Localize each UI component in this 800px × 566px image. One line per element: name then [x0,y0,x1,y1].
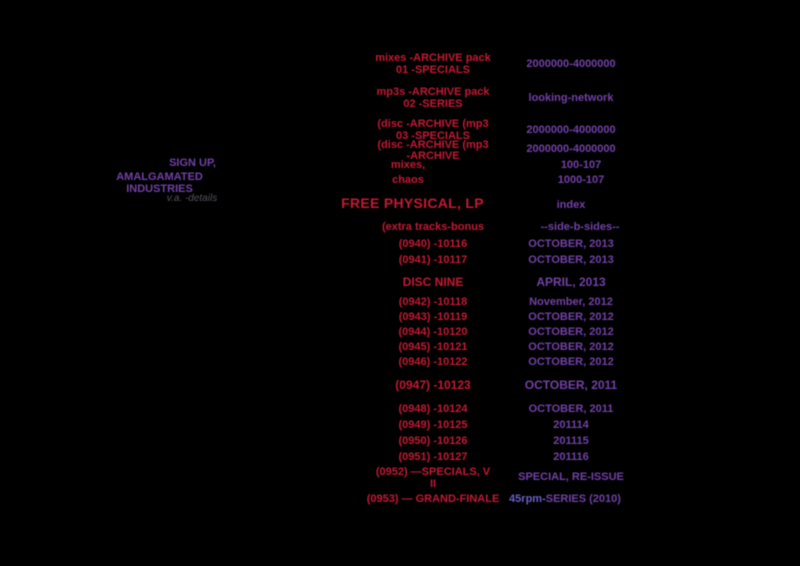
release-catalog-link[interactable]: (0946) -10122 [398,356,468,368]
divider-left-link[interactable]: (extra tracks-bonus [381,221,485,233]
top-entry-title[interactable]: mp3s -ARCHIVE pack [376,86,490,98]
mini-row-label[interactable]: mixes, [390,159,426,171]
sidebar-signup-link[interactable]: SIGN UP, [169,157,216,169]
mini-row-value[interactable]: 100-107 [560,159,602,171]
release-catalog-link[interactable]: (0950) -10126 [398,435,468,447]
release-date-link[interactable]: OCTOBER, 2012 [528,356,614,368]
release-catalog-link[interactable]: (0945) -10121 [398,341,468,353]
section-heading-right[interactable]: APRIL, 2013 [536,275,606,289]
release-date-link[interactable]: OCTOBER, 2012 [528,326,614,338]
top-entry-title[interactable]: (disc -ARCHIVE (mp3 [377,139,489,151]
release-date-link[interactable]: 201116 [553,451,589,463]
top-entry-range[interactable]: 2000000-4000000 [526,143,616,155]
release-date-link[interactable]: November, 2012 [529,296,613,308]
release-catalog-link[interactable]: (0944) -10120 [398,326,468,338]
sidebar-site-link[interactable]: AMALGAMATED INDUSTRIES [116,171,203,195]
top-entry-subtitle[interactable]: -ARCHIVE [406,150,460,162]
release-catalog-link[interactable]: (0949) -10125 [398,419,468,431]
section-heading-left[interactable]: DISC NINE [402,275,464,289]
final-release-info-prefix[interactable]: 45rpm- [509,493,546,505]
special-release-date[interactable]: SPECIAL, RE-ISSUE [518,471,624,483]
section-heading-left[interactable]: (0947) -10123 [395,378,471,392]
top-entry-range[interactable]: looking-network [528,92,614,104]
top-entry-range[interactable]: 2000000-4000000 [526,58,616,70]
release-date-link[interactable]: OCTOBER, 2012 [528,341,614,353]
release-date-link[interactable]: OCTOBER, 2011 [528,403,614,415]
release-catalog-link[interactable]: (0940) -10116 [398,238,468,250]
mini-row-label[interactable]: chaos [392,174,424,186]
final-release-info-main[interactable]: SERIES (2010) [545,493,621,505]
release-date-link[interactable]: OCTOBER, 2013 [528,254,614,266]
sidebar-caption: v.a. -details [166,193,218,204]
top-entry-range[interactable]: 2000000-4000000 [526,124,616,136]
heading-index-link[interactable]: index [556,199,586,211]
final-release-link[interactable]: (0953) — GRAND-FINALE [366,493,500,505]
release-date-link[interactable]: 201115 [553,435,589,447]
special-release-line1[interactable]: (0952) —SPECIALS, V [375,466,491,478]
special-release-line2[interactable]: II [429,478,437,490]
top-entry-subtitle[interactable]: 02 -SERIES [403,98,463,110]
page-heading: FREE PHYSICAL, LP [341,195,484,211]
release-catalog-link[interactable]: (0948) -10124 [398,403,468,415]
top-entry-subtitle[interactable]: 03 -SPECIALS [396,130,470,142]
top-entry-title[interactable]: (disc -ARCHIVE (mp3 [377,118,489,130]
release-catalog-link[interactable]: (0942) -10118 [398,296,468,308]
release-date-link[interactable]: 201114 [553,419,589,431]
release-catalog-link[interactable]: (0941) -10117 [398,254,468,266]
mini-row-value[interactable]: 1000-107 [557,174,605,186]
release-catalog-link[interactable]: (0951) -10127 [398,451,468,463]
release-catalog-link[interactable]: (0943) -10119 [398,311,468,323]
release-date-link[interactable]: OCTOBER, 2013 [528,238,614,250]
final-release-info[interactable]: 45rpm-SERIES (2010) [490,493,640,505]
top-entry-subtitle[interactable]: 01 -SPECIALS [396,64,470,76]
section-heading-right[interactable]: OCTOBER, 2011 [524,378,618,392]
top-entry-title[interactable]: mixes -ARCHIVE pack [375,52,491,64]
release-date-link[interactable]: OCTOBER, 2012 [528,311,614,323]
divider-right-link[interactable]: --side-b-sides-- [540,221,620,233]
